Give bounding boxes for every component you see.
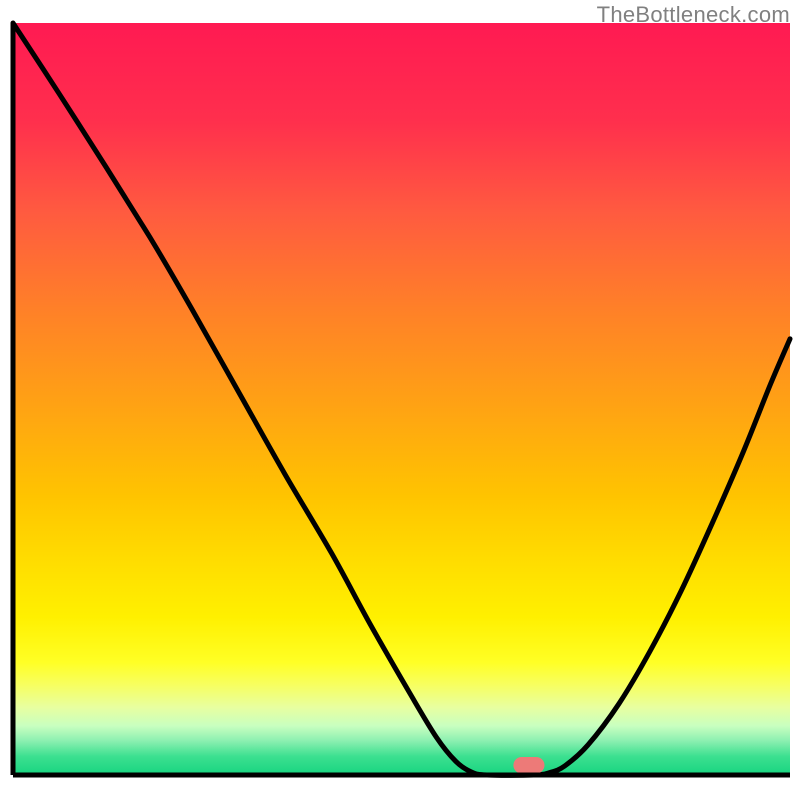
chart-container: TheBottleneck.com [0, 0, 800, 800]
plot-background [13, 23, 790, 775]
bottleneck-curve-chart [0, 0, 800, 800]
watermark: TheBottleneck.com [597, 2, 790, 28]
optimal-point-marker [513, 757, 544, 774]
